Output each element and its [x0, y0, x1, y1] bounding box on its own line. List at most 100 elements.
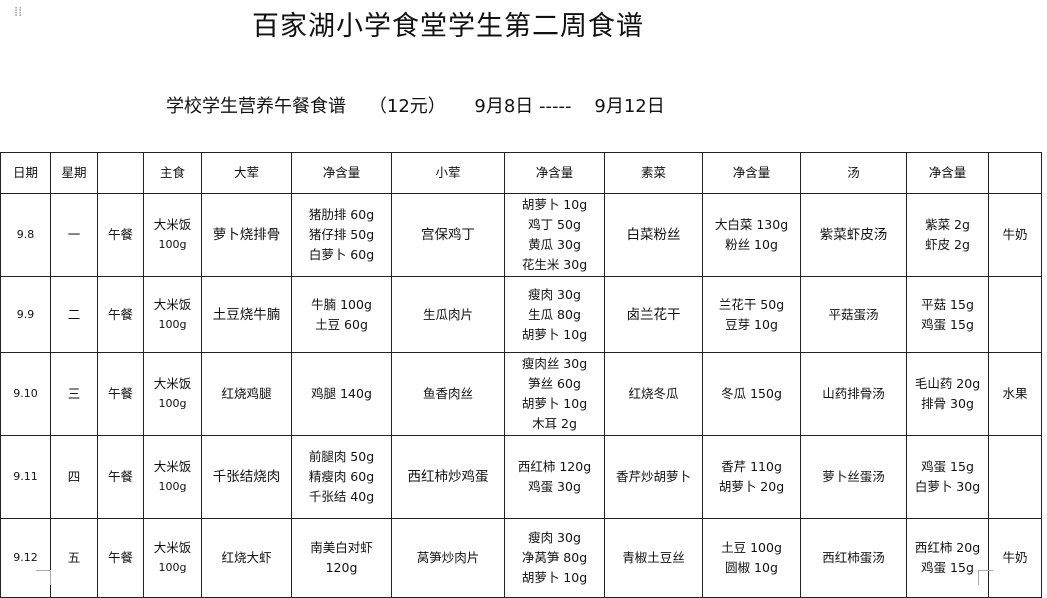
net-line: 鸡腿 140g: [311, 386, 372, 401]
big-meat-cell: 千张结烧肉: [201, 435, 292, 519]
net-line: 牛腩 100g: [311, 296, 372, 312]
net-line: 胡萝卜 10g: [521, 570, 588, 585]
vegetable-cell: 青椒土豆丝: [604, 518, 703, 598]
soup-net-cell: 西红柿 20g 鸡蛋 15g: [906, 518, 989, 598]
staple-amount: 100g: [158, 480, 187, 493]
net-line: 南美白对虾: [310, 540, 373, 555]
staple-amount: 100g: [158, 238, 187, 251]
big-meat-net-cell: 前腿肉 50g 精瘦肉 60g 千张结 40g: [291, 435, 392, 519]
small-meat-cell: 西红柿炒鸡蛋: [391, 435, 505, 519]
big-meat-net-cell: 牛腩 100g 土豆 60g: [291, 276, 392, 353]
net-line: 精瘦肉 60g: [308, 469, 375, 484]
net-line: 排骨 30g: [921, 396, 974, 411]
weekday-cell: 五: [50, 518, 98, 598]
staple-name: 大米饭: [153, 296, 192, 312]
vegetable-net-cell: 兰花干 50g 豆芽 10g: [702, 276, 801, 353]
small-meat-net-cell: 西红柿 120g 鸡蛋 30g: [504, 435, 605, 519]
vegetable-net-cell: 大白菜 130g 粉丝 10g: [702, 193, 801, 277]
small-meat-net-cell: 瘦肉 30g 生瓜 80g 胡萝卜 10g: [504, 276, 605, 353]
page-title: 百家湖小学食堂学生第二周食谱: [252, 11, 644, 42]
meal-cell: 午餐: [97, 276, 144, 353]
net-line: 平菇 15g: [921, 296, 974, 312]
table-row: 9.8 一 午餐 大米饭 100g 萝卜烧排骨 猪肋排 60g 猪仔排 50g …: [0, 193, 1042, 277]
menu-table: 日期 星期 主食 大荤 净含量 小荤 净含量 素菜 净含量 汤 净含量 9.8 …: [0, 152, 1042, 598]
net-line: 土豆 60g: [315, 316, 368, 332]
net-line: 兰花干 50g: [718, 296, 785, 312]
extra-cell: [988, 435, 1042, 519]
table-header-row: 日期 星期 主食 大荤 净含量 小荤 净含量 素菜 净含量 汤 净含量: [0, 152, 1042, 194]
meal-cell: 午餐: [97, 435, 144, 519]
small-meat-cell: 莴笋炒肉片: [391, 518, 505, 598]
header-extra: [988, 152, 1042, 194]
net-line: 120g: [325, 560, 358, 575]
small-meat-cell: 鱼香肉丝: [391, 352, 505, 436]
big-meat-net-cell: 猪肋排 60g 猪仔排 50g 白萝卜 60g: [291, 193, 392, 277]
net-line: 豆芽 10g: [725, 316, 778, 332]
weekday-cell: 一: [50, 193, 98, 277]
net-line: 胡萝卜 10g: [521, 326, 588, 342]
net-line: 虾皮 2g: [925, 237, 970, 252]
net-line: 圆椒 10g: [725, 560, 778, 575]
soup-net-cell: 毛山药 20g 排骨 30g: [906, 352, 989, 436]
soup-cell: 平菇蛋汤: [800, 276, 907, 353]
net-line: 香芹 110g: [721, 459, 782, 474]
staple-cell: 大米饭 100g: [143, 518, 202, 598]
net-line: 鸡蛋 15g: [921, 316, 974, 332]
page-corner-mark: [978, 570, 993, 585]
weekday-cell: 三: [50, 352, 98, 436]
meal-cell: 午餐: [97, 518, 144, 598]
weekday-cell: 四: [50, 435, 98, 519]
big-meat-cell: 红烧鸡腿: [201, 352, 292, 436]
staple-amount: 100g: [158, 317, 187, 331]
net-line: 土豆 100g: [721, 540, 782, 555]
weekday-cell: 二: [50, 276, 98, 353]
big-meat-cell: 土豆烧牛腩: [201, 276, 292, 353]
table-row: 9.12 五 午餐 大米饭 100g 红烧大虾 南美白对虾 120g 莴笋炒肉片…: [0, 518, 1042, 598]
header-small-meat-net: 净含量: [504, 152, 605, 194]
soup-net-cell: 紫菜 2g 虾皮 2g: [906, 193, 989, 277]
net-line: 西红柿 20g: [914, 540, 981, 555]
staple-cell: 大米饭 100g: [143, 276, 202, 353]
net-line: 千张结 40g: [308, 489, 375, 504]
net-line: 瘦肉 30g: [528, 530, 581, 545]
net-line: 胡萝卜 10g: [521, 197, 588, 212]
staple-cell: 大米饭 100g: [143, 352, 202, 436]
net-line: 花生米 30g: [521, 257, 588, 272]
net-line: 粉丝 10g: [725, 237, 778, 252]
net-line: 鸡蛋 15g: [921, 459, 974, 474]
page-corner-mark: [36, 570, 51, 585]
staple-cell: 大米饭 100g: [143, 435, 202, 519]
staple-name: 大米饭: [153, 459, 192, 474]
vegetable-cell: 香芹炒胡萝卜: [604, 435, 703, 519]
big-meat-cell: 红烧大虾: [201, 518, 292, 598]
small-meat-net-cell: 胡萝卜 10g 鸡丁 50g 黄瓜 30g 花生米 30g: [504, 193, 605, 277]
extra-cell: 牛奶: [988, 518, 1042, 598]
drag-handle-icon[interactable]: ⁞⁞: [14, 5, 23, 20]
table-row: 9.11 四 午餐 大米饭 100g 千张结烧肉 前腿肉 50g 精瘦肉 60g…: [0, 435, 1042, 519]
big-meat-cell: 萝卜烧排骨: [201, 193, 292, 277]
soup-cell: 山药排骨汤: [800, 352, 907, 436]
small-meat-net-cell: 瘦肉 30g 净莴笋 80g 胡萝卜 10g: [504, 518, 605, 598]
date-cell: 9.11: [0, 435, 51, 519]
meal-cell: 午餐: [97, 352, 144, 436]
header-vegetable: 素菜: [604, 152, 703, 194]
header-big-meat: 大荤: [201, 152, 292, 194]
net-line: 白萝卜 30g: [914, 479, 981, 494]
small-meat-net-cell: 瘦肉丝 30g 笋丝 60g 胡萝卜 10g 木耳 2g: [504, 352, 605, 436]
net-line: 大白菜 130g: [714, 217, 789, 232]
header-soup: 汤: [800, 152, 907, 194]
staple-cell: 大米饭 100g: [143, 193, 202, 277]
header-small-meat: 小荤: [391, 152, 505, 194]
date-cell: 9.9: [0, 276, 51, 353]
net-line: 猪肋排 60g: [308, 207, 375, 222]
net-line: 西红柿 120g: [517, 459, 592, 474]
staple-name: 大米饭: [153, 540, 192, 555]
soup-cell: 萝卜丝蛋汤: [800, 435, 907, 519]
vegetable-cell: 白菜粉丝: [604, 193, 703, 277]
vegetable-net-cell: 冬瓜 150g: [702, 352, 801, 436]
net-line: 胡萝卜 10g: [521, 396, 588, 411]
header-staple: 主食: [143, 152, 202, 194]
net-line: 紫菜 2g: [925, 217, 970, 232]
date-cell: 9.10: [0, 352, 51, 436]
net-line: 冬瓜 150g: [721, 386, 782, 401]
